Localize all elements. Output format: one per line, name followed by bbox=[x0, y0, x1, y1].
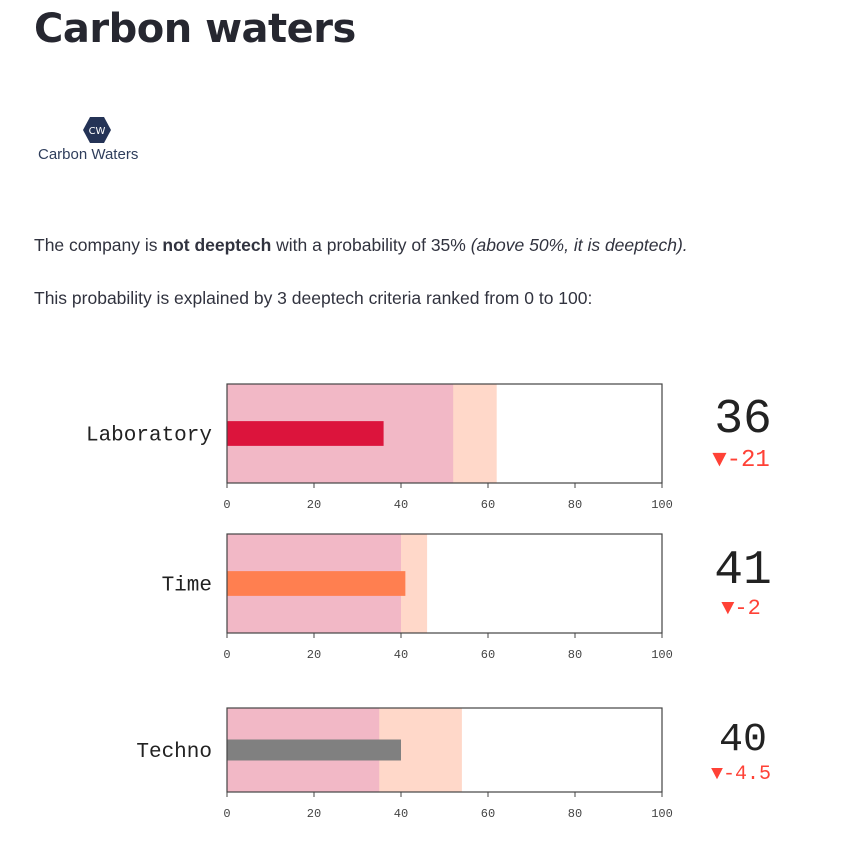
statement-middle: with a probability of 35% bbox=[271, 235, 471, 255]
techno-value-number: 40 bbox=[719, 718, 767, 763]
laboratory-tick-label: 20 bbox=[307, 498, 321, 512]
company-logo: CW Carbon Waters bbox=[38, 116, 158, 168]
logo-hexagon-icon: CW bbox=[83, 117, 111, 143]
statement-verdict: not deeptech bbox=[162, 235, 272, 255]
time-value-bar bbox=[227, 571, 406, 596]
laboratory-label: Laboratory bbox=[86, 425, 212, 448]
techno-value-bar bbox=[227, 739, 401, 761]
time-value-number: 41 bbox=[714, 544, 772, 598]
laboratory-delta: ▼-21 bbox=[712, 447, 770, 474]
laboratory-tick-label: 100 bbox=[651, 498, 673, 512]
techno-tick-label: 20 bbox=[307, 807, 321, 821]
time-tick-label: 80 bbox=[568, 648, 582, 662]
techno-tick-label: 100 bbox=[651, 807, 673, 821]
page-title: Carbon waters bbox=[34, 6, 356, 52]
time-delta: ▼-2 bbox=[721, 596, 761, 621]
laboratory-tick-label: 80 bbox=[568, 498, 582, 512]
techno-delta: ▼-4.5 bbox=[711, 763, 771, 786]
techno-label: Techno bbox=[136, 741, 212, 764]
logo-text: Carbon Waters bbox=[38, 146, 139, 163]
laboratory-tick-label: 40 bbox=[394, 498, 408, 512]
techno-tick-label: 40 bbox=[394, 807, 408, 821]
statement-note: (above 50%, it is deeptech). bbox=[470, 235, 688, 255]
statement-prefix: The company is bbox=[34, 235, 163, 255]
time-frame bbox=[226, 533, 663, 634]
logo-mark-text: CW bbox=[89, 126, 106, 137]
techno-tick-label: 0 bbox=[223, 807, 230, 821]
laboratory-tick-label: 0 bbox=[223, 498, 230, 512]
time-tick-label: 100 bbox=[651, 648, 673, 662]
laboratory-value-number: 36 bbox=[714, 393, 772, 447]
techno-frame bbox=[226, 707, 663, 793]
criteria-explanation: This probability is explained by 3 deept… bbox=[34, 288, 593, 308]
probability-statement: The company is not deeptech with a proba… bbox=[34, 235, 688, 256]
time-label: Time bbox=[162, 575, 212, 598]
time-tick-label: 20 bbox=[307, 648, 321, 662]
laboratory-value-bar bbox=[227, 421, 384, 446]
techno-tick-label: 80 bbox=[568, 807, 582, 821]
time-tick-label: 40 bbox=[394, 648, 408, 662]
laboratory-tick-label: 60 bbox=[481, 498, 495, 512]
techno-tick-label: 60 bbox=[481, 807, 495, 821]
time-tick-label: 60 bbox=[481, 648, 495, 662]
laboratory-frame bbox=[226, 383, 663, 484]
time-tick-label: 0 bbox=[223, 648, 230, 662]
